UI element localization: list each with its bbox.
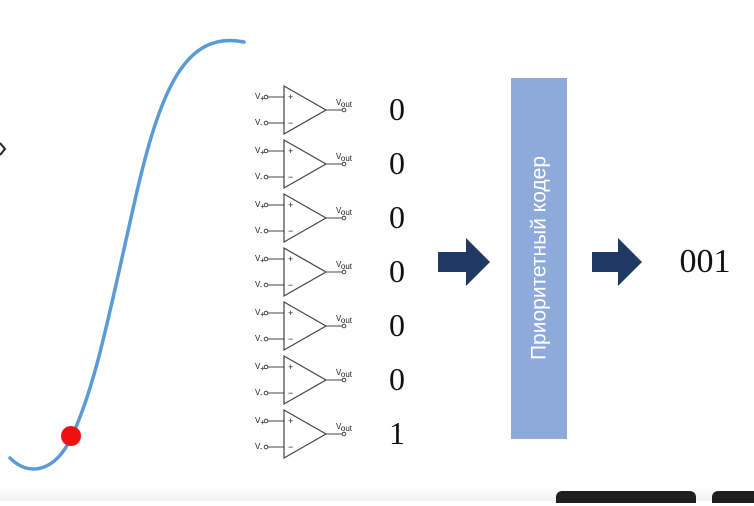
output-terminal bbox=[341, 377, 347, 383]
plus-sign: + bbox=[288, 254, 293, 264]
minus-input-label: V- bbox=[255, 118, 263, 129]
comparator-triangle bbox=[283, 192, 328, 244]
plus-input-label: V+ bbox=[255, 92, 265, 103]
minus-sign: − bbox=[288, 226, 293, 236]
output-terminal bbox=[341, 269, 347, 275]
arrow-right-icon bbox=[438, 238, 490, 286]
minus-input-terminal bbox=[263, 444, 269, 450]
priority-encoder-box bbox=[511, 78, 567, 439]
comparator: + − V+ V- Vout bbox=[255, 246, 353, 298]
minus-sign: − bbox=[288, 280, 293, 290]
minus-sign: − bbox=[288, 172, 293, 182]
comparator-output-bit: 0 bbox=[389, 145, 405, 181]
comparator-triangle bbox=[283, 138, 328, 190]
output-label: Vout bbox=[336, 260, 353, 271]
player-control-chip[interactable] bbox=[556, 491, 696, 503]
partial-arrow-icon bbox=[0, 142, 7, 156]
output-label: Vout bbox=[336, 98, 353, 109]
arrow-right-icon bbox=[592, 238, 642, 286]
comparator: + − V+ V- Vout bbox=[255, 408, 353, 460]
comparator-output-bit: 0 bbox=[389, 307, 405, 343]
plus-sign: + bbox=[288, 308, 293, 318]
minus-sign: − bbox=[288, 388, 293, 398]
comparator: + − V+ V- Vout bbox=[255, 192, 353, 244]
sample-point bbox=[61, 426, 81, 446]
output-label: Vout bbox=[336, 206, 353, 217]
minus-sign: − bbox=[288, 334, 293, 344]
minus-input-label: V- bbox=[255, 172, 263, 183]
comparator-output-bit: 0 bbox=[389, 361, 405, 397]
plus-input-label: V+ bbox=[255, 362, 265, 373]
minus-input-label: V- bbox=[255, 226, 263, 237]
minus-input-label: V- bbox=[255, 388, 263, 399]
comparator-output-bit: 0 bbox=[389, 253, 405, 289]
output-label: Vout bbox=[336, 152, 353, 163]
comparator-output-bit: 0 bbox=[389, 199, 405, 235]
minus-input-label: V- bbox=[255, 280, 263, 291]
plus-sign: + bbox=[288, 362, 293, 372]
plus-input-label: V+ bbox=[255, 308, 265, 319]
output-label: Vout bbox=[336, 422, 353, 433]
plus-input-terminal bbox=[263, 256, 269, 262]
minus-sign: − bbox=[288, 118, 293, 128]
comparator-output-bit: 0 bbox=[389, 91, 405, 127]
plus-input-terminal bbox=[263, 364, 269, 370]
comparator-output-bits: 0 0 0 0 0 0 1 bbox=[389, 91, 405, 451]
minus-input-label: V- bbox=[255, 442, 263, 453]
plus-sign: + bbox=[288, 146, 293, 156]
plus-input-terminal bbox=[263, 202, 269, 208]
plus-sign: + bbox=[288, 92, 293, 102]
encoder-output-code: 001 bbox=[680, 243, 731, 280]
plus-input-label: V+ bbox=[255, 254, 265, 265]
minus-input-terminal bbox=[263, 336, 269, 342]
minus-input-label: V- bbox=[255, 334, 263, 345]
plus-input-terminal bbox=[263, 148, 269, 154]
minus-input-terminal bbox=[263, 120, 269, 126]
plus-input-terminal bbox=[263, 310, 269, 316]
comparator-triangle bbox=[283, 246, 328, 298]
plus-input-terminal bbox=[263, 418, 269, 424]
comparator-stack: + − V+ V- Vout + − V+ V- Vout + − V+ V- Vout + − V+ V- Vout… bbox=[255, 84, 353, 460]
output-label: Vout bbox=[336, 368, 353, 379]
output-terminal bbox=[341, 161, 347, 167]
comparator: + − V+ V- Vout bbox=[255, 84, 353, 136]
comparator-triangle bbox=[283, 84, 328, 136]
minus-input-terminal bbox=[263, 282, 269, 288]
plus-input-label: V+ bbox=[255, 146, 265, 157]
comparator: + − V+ V- Vout bbox=[255, 354, 353, 406]
plus-input-label: V+ bbox=[255, 200, 265, 211]
minus-input-terminal bbox=[263, 228, 269, 234]
output-terminal bbox=[341, 323, 347, 329]
comparator-triangle bbox=[283, 354, 328, 406]
comparator-triangle bbox=[283, 408, 328, 460]
minus-input-terminal bbox=[263, 390, 269, 396]
comparator: + − V+ V- Vout bbox=[255, 300, 353, 352]
plus-sign: + bbox=[288, 416, 293, 426]
output-terminal bbox=[341, 431, 347, 437]
player-control-chip[interactable] bbox=[712, 491, 754, 503]
plus-input-terminal bbox=[263, 94, 269, 100]
output-terminal bbox=[341, 107, 347, 113]
priority-encoder-label: Приоритетный кодер bbox=[528, 156, 551, 360]
minus-input-terminal bbox=[263, 174, 269, 180]
analog-signal-curve bbox=[8, 38, 246, 471]
comparator-output-bit: 1 bbox=[389, 415, 405, 451]
plus-input-label: V+ bbox=[255, 416, 265, 427]
comparator-triangle bbox=[283, 300, 328, 352]
plus-sign: + bbox=[288, 200, 293, 210]
minus-sign: − bbox=[288, 442, 293, 452]
output-terminal bbox=[341, 215, 347, 221]
output-label: Vout bbox=[336, 314, 353, 325]
comparator: + − V+ V- Vout bbox=[255, 138, 353, 190]
